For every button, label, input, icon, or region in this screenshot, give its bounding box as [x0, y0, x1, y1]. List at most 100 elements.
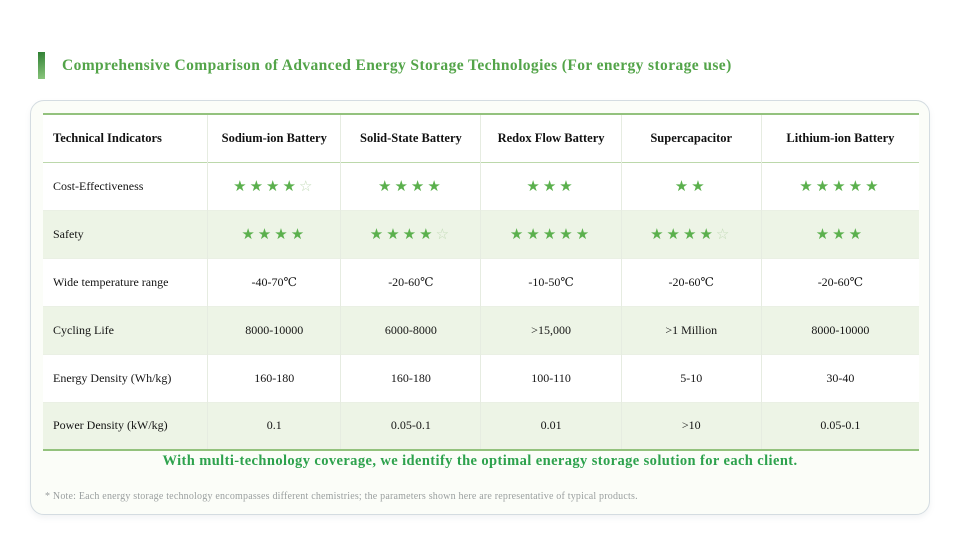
star-filled-icon: ★ [378, 177, 395, 195]
value-cell: >10 [620, 402, 762, 450]
star-rating: ★★★ [526, 177, 576, 195]
page-header: Comprehensive Comparison of Advanced Ene… [38, 52, 732, 79]
column-header: Sodium-ion Battery [207, 114, 341, 162]
column-header: Redox Flow Battery [480, 114, 622, 162]
table-row: Cost-Effectiveness ★★★★☆ ★★★★ ★★★ ★★ ★★★★★ [43, 162, 919, 210]
star-filled-icon: ★ [410, 177, 428, 195]
star-filled-icon: ★ [848, 225, 866, 243]
rating-cell: ★★★★★ [480, 210, 622, 258]
star-filled-icon: ★ [674, 177, 692, 195]
table-row: Cycling Life 8000-10000 6000-8000 >15,000 >1… [43, 306, 919, 354]
footnote: * Note: Each energy storage technology e… [45, 491, 638, 502]
star-rating: ★★★★★ [799, 177, 882, 195]
star-filled-icon: ★ [419, 225, 436, 243]
star-filled-icon: ★ [427, 177, 444, 195]
value-cell: -20-60℃ [340, 258, 481, 306]
value-cell: -10-50℃ [480, 258, 622, 306]
star-filled-icon: ★ [559, 177, 576, 195]
star-filled-icon: ★ [799, 177, 816, 195]
row-label: Energy Density (Wh/kg) [53, 370, 172, 385]
column-header: Solid-State Battery [340, 114, 481, 162]
rating-cell: ★★★★ [340, 162, 481, 210]
star-rating: ★★★★★ [509, 225, 592, 243]
star-empty-icon: ☆ [715, 225, 733, 243]
star-filled-icon: ★ [369, 225, 387, 243]
value-cell: 0.1 [207, 402, 341, 450]
title-accent-bar [38, 52, 45, 79]
table-row: Wide temperature range -40-70℃ -20-60℃ -10-… [43, 258, 919, 306]
star-rating: ★★★★☆ [650, 225, 733, 243]
value-cell: 6000-8000 [340, 306, 481, 354]
rating-cell: ★★★ [480, 162, 622, 210]
column-header-indicators: Technical Indicators [53, 130, 162, 145]
star-filled-icon: ★ [815, 177, 833, 195]
header-row: Technical Indicators Sodium-ion Battery So… [43, 114, 919, 162]
star-rating: ★★★★ [378, 177, 444, 195]
table-header: Technical Indicators Sodium-ion Battery So… [43, 114, 919, 162]
slogan-text: With multi-technology coverage, we ident… [162, 453, 798, 469]
star-filled-icon: ★ [682, 225, 700, 243]
star-filled-icon: ★ [509, 225, 527, 243]
value-cell: 0.01 [480, 402, 622, 450]
rating-cell: ★★★★☆ [207, 162, 341, 210]
star-rating: ★★ [674, 177, 708, 195]
star-filled-icon: ★ [274, 225, 291, 243]
value-cell: 8000-10000 [760, 306, 919, 354]
row-label: Cost-Effectiveness [53, 178, 144, 193]
star-rating: ★★★★☆ [369, 225, 453, 243]
star-empty-icon: ☆ [435, 225, 453, 243]
star-filled-icon: ★ [241, 225, 258, 243]
value-cell: -40-70℃ [207, 258, 341, 306]
table-row: Energy Density (Wh/kg) 160-180 160-180 100-… [43, 354, 919, 402]
column-header: Supercapacitor [620, 114, 762, 162]
rating-cell: ★★★★☆ [340, 210, 481, 258]
star-filled-icon: ★ [542, 177, 560, 195]
rating-cell: ★★★ [760, 210, 919, 258]
star-filled-icon: ★ [832, 177, 849, 195]
row-label: Power Density (kW/kg) [53, 418, 168, 433]
star-filled-icon: ★ [666, 225, 683, 243]
row-label: Cycling Life [53, 322, 114, 337]
row-label: Safety [53, 226, 84, 241]
value-cell: -20-60℃ [620, 258, 762, 306]
row-label: Wide temperature range [53, 274, 169, 289]
value-cell: >1 Million [620, 306, 762, 354]
comparison-table: Technical Indicators Sodium-ion Battery So… [43, 113, 919, 451]
star-filled-icon: ★ [402, 225, 420, 243]
star-filled-icon: ★ [865, 177, 882, 195]
star-rating: ★★★★ [241, 225, 308, 243]
star-filled-icon: ★ [526, 225, 543, 243]
value-cell: 160-180 [207, 354, 341, 402]
star-filled-icon: ★ [266, 177, 283, 195]
star-filled-icon: ★ [832, 225, 849, 243]
table-row: Safety ★★★★ ★★★★☆ ★★★★★ ★★★★☆ ★★★ [43, 210, 919, 258]
star-filled-icon: ★ [815, 225, 833, 243]
star-filled-icon: ★ [386, 225, 403, 243]
table-row: Power Density (kW/kg) 0.1 0.05-0.1 0.01 >10 0… [43, 402, 919, 450]
star-rating: ★★★ [815, 225, 866, 243]
value-cell: 0.05-0.1 [760, 402, 919, 450]
page-title: Comprehensive Comparison of Advanced Ene… [62, 56, 732, 74]
star-empty-icon: ☆ [298, 177, 316, 195]
star-filled-icon: ★ [542, 225, 560, 243]
value-cell: 30-40 [760, 354, 919, 402]
star-filled-icon: ★ [290, 225, 308, 243]
star-filled-icon: ★ [282, 177, 299, 195]
value-cell: 8000-10000 [207, 306, 341, 354]
value-cell: -20-60℃ [760, 258, 919, 306]
table-body: Cost-Effectiveness ★★★★☆ ★★★★ ★★★ ★★ ★★★★★ Saf… [43, 162, 919, 450]
star-filled-icon: ★ [691, 177, 708, 195]
star-filled-icon: ★ [650, 225, 667, 243]
rating-cell: ★★★★ [207, 210, 341, 258]
rating-cell: ★★★★☆ [620, 210, 762, 258]
star-filled-icon: ★ [394, 177, 411, 195]
rating-cell: ★★ [620, 162, 762, 210]
column-header: Lithium-ion Battery [760, 114, 919, 162]
star-filled-icon: ★ [559, 225, 576, 243]
star-filled-icon: ★ [257, 225, 275, 243]
value-cell: 0.05-0.1 [340, 402, 481, 450]
star-filled-icon: ★ [233, 177, 250, 195]
star-rating: ★★★★☆ [233, 177, 316, 195]
star-filled-icon: ★ [848, 177, 866, 195]
rating-cell: ★★★★★ [760, 162, 919, 210]
